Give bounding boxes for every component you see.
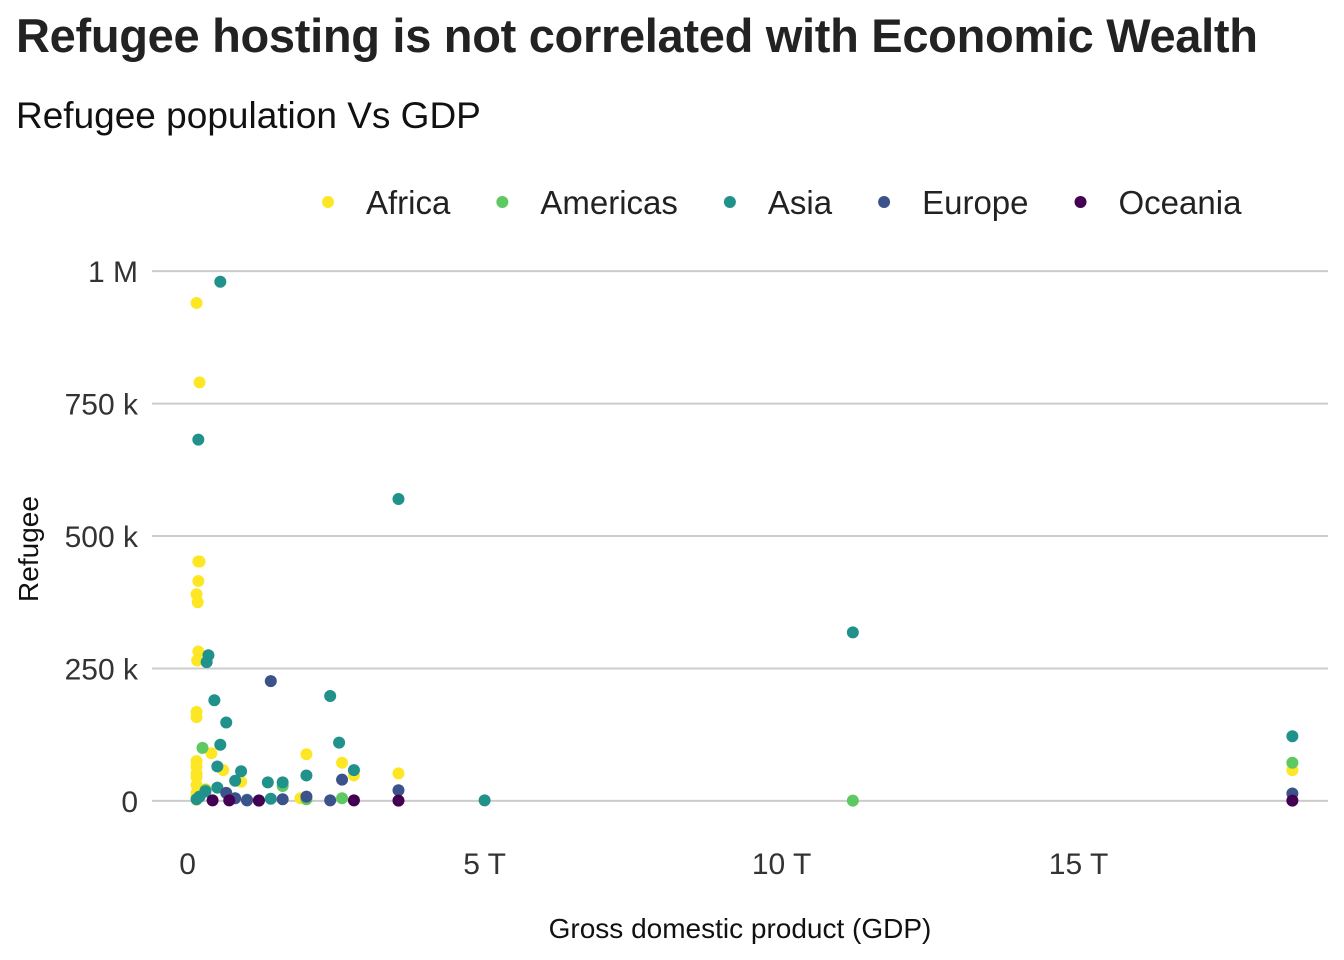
x-axis-ticks: 0 5 T 10 T 15 T [179,848,1108,881]
legend-marker-africa [322,196,334,208]
data-point-africa [300,748,313,761]
legend-marker-oceania [1074,196,1087,208]
data-point-americas [336,792,349,805]
y-axis-title: Refugee [13,496,44,602]
data-point-africa [392,767,405,780]
data-point-asia [211,760,224,773]
data-point-asia [392,492,405,505]
y-tick-label: 750 k [65,389,139,422]
data-point-asia [214,738,227,751]
data-point-asia [211,781,224,794]
data-point-europe [264,675,277,688]
data-point-asia [192,433,205,446]
legend-item-asia: Asia [723,184,833,221]
chart-title: Refugee hosting is not correlated with E… [16,9,1258,62]
y-axis-ticks: 0 250 k 500 k 750 k 1 M [65,256,139,819]
data-point-asia [214,275,227,288]
legend-label-europe: Europe [922,184,1028,221]
data-point-europe [300,790,313,803]
gridlines [152,270,1328,802]
data-point-africa [193,555,206,568]
legend-item-oceania: Oceania [1074,184,1243,221]
y-tick-label: 250 k [65,653,139,686]
legend-marker-europe [878,196,891,208]
legend: Africa Americas Asia Europe Oceania [322,184,1242,221]
legend-marker-americas [496,196,509,208]
data-point-africa [190,711,203,724]
data-point-asia [333,736,346,749]
data-point-asia [229,774,242,787]
y-tick-label: 1 M [88,256,138,289]
data-point-oceania [252,794,265,807]
x-tick-label: 0 [179,848,196,881]
data-point-asia [300,769,313,782]
data-point-africa [191,596,204,609]
x-tick-label: 5 T [463,848,506,881]
data-point-africa [192,575,205,588]
x-tick-label: 15 T [1049,848,1109,881]
data-point-africa [192,645,205,658]
data-point-asia [478,794,491,807]
data-point-africa [190,296,203,309]
data-point-africa [205,747,218,760]
data-point-africa [191,654,204,667]
data-point-asia [200,656,213,669]
data-point-asia [235,765,248,778]
data-point-oceania [392,794,405,807]
legend-label-africa: Africa [366,184,451,221]
data-point-asia [347,764,360,777]
legend-label-americas: Americas [540,184,678,221]
data-point-asia [1286,730,1299,743]
data-point-asia [276,776,289,789]
data-point-europe [392,784,405,797]
legend-item-americas: Americas [496,184,678,221]
data-points [190,275,1299,807]
data-point-americas [846,794,859,807]
data-point-oceania [223,794,236,807]
data-point-americas [1286,756,1299,769]
data-point-asia [324,689,337,702]
legend-label-oceania: Oceania [1119,184,1243,221]
chart-subtitle: Refugee population Vs GDP [16,95,481,136]
data-point-asia [220,716,233,729]
x-tick-label: 10 T [752,848,812,881]
data-point-europe [336,773,349,786]
legend-item-africa: Africa [322,184,451,221]
data-point-oceania [347,794,360,807]
data-point-asia [190,793,203,806]
data-point-asia [264,792,277,805]
data-point-africa [193,376,206,389]
legend-label-asia: Asia [768,184,833,221]
data-point-europe [276,793,289,806]
data-point-americas [196,741,209,754]
legend-item-europe: Europe [878,184,1029,221]
y-tick-label: 0 [121,786,138,819]
data-point-europe [241,794,254,807]
data-point-africa [336,756,349,769]
data-point-europe [324,794,337,807]
y-tick-label: 500 k [65,521,139,554]
legend-marker-asia [723,196,736,208]
data-point-asia [261,776,274,789]
data-point-asia [208,694,221,707]
data-point-oceania [206,794,219,807]
x-axis-title: Gross domestic product (GDP) [549,913,932,944]
data-point-oceania [1286,794,1299,807]
data-point-asia [846,626,859,639]
